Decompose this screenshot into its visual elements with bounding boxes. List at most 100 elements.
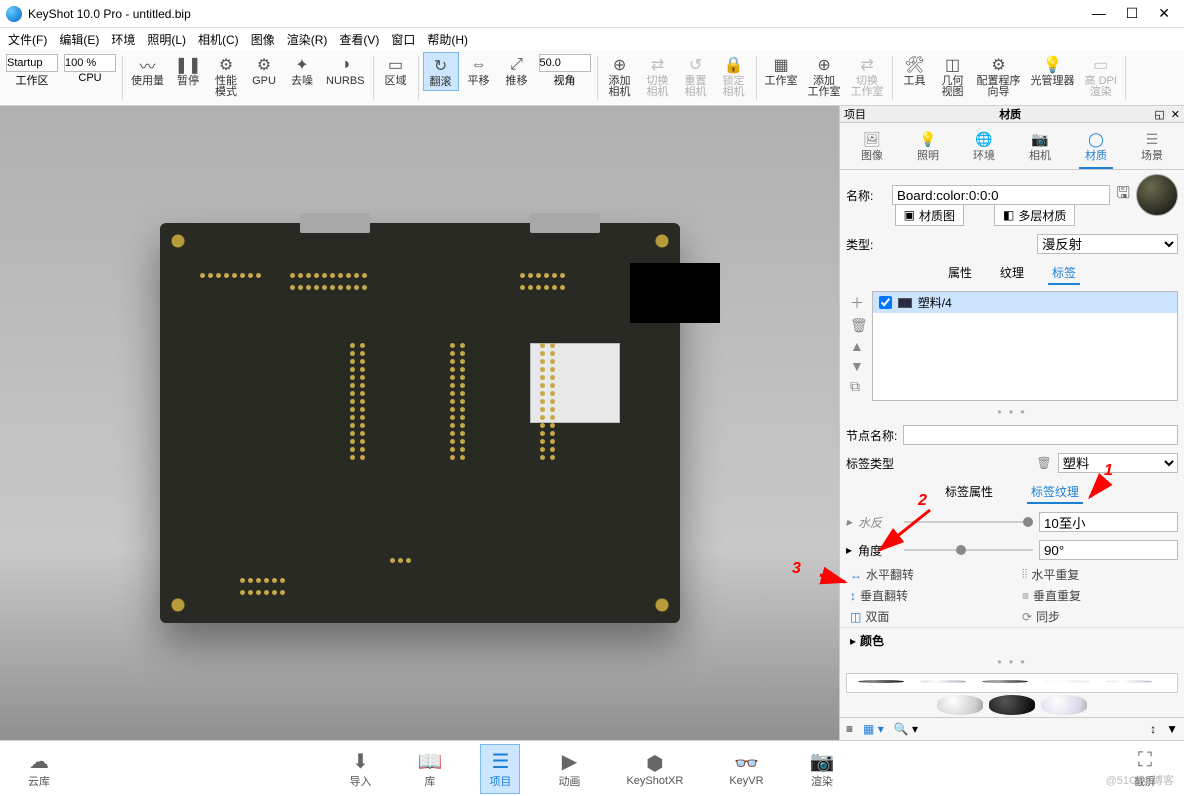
subtab-纹理[interactable]: 纹理	[996, 262, 1028, 285]
toolbar-切换工作室: ⇄切换 工作室	[847, 52, 888, 100]
grid-view-icon[interactable]: ▦ ▾	[863, 722, 884, 736]
angle-value-input[interactable]	[1039, 540, 1178, 560]
panel-tab-project[interactable]: 项目	[844, 106, 866, 122]
panel-tab-场景[interactable]: ☰场景	[1135, 129, 1169, 169]
menu-item[interactable]: 编辑(E)	[55, 29, 103, 50]
close-button[interactable]: ✕	[1158, 5, 1170, 22]
option-水平翻转[interactable]: ↔水平翻转	[850, 566, 1002, 583]
subtab2-标签属性[interactable]: 标签属性	[941, 481, 997, 504]
list-view-icon[interactable]: ≡	[846, 722, 853, 736]
duplicate-icon[interactable]: ⧉	[850, 378, 868, 395]
material-thumb[interactable]: User_Li...	[1101, 680, 1157, 686]
resize-dots[interactable]: • • •	[840, 403, 1184, 421]
menu-item[interactable]: 帮助(H)	[423, 29, 472, 50]
panel-close-icon[interactable]: ✕	[1171, 108, 1180, 121]
menu-item[interactable]: 环境	[107, 29, 139, 50]
maximize-button[interactable]: ☐	[1126, 5, 1139, 22]
bottom-项目[interactable]: ☰项目	[480, 744, 520, 794]
option-水平重复[interactable]: ⦙⦙水平重复	[1022, 566, 1174, 583]
multilayer-button[interactable]: ◧多层材质	[994, 204, 1075, 226]
toolbar-推移[interactable]: ⤢推移	[499, 52, 535, 89]
bottom-渲染[interactable]: 📷渲染	[802, 745, 843, 793]
toolbar-平移[interactable]: ⇔平移	[461, 52, 497, 89]
subtab-属性[interactable]: 属性	[944, 262, 976, 285]
viewport-3d[interactable]	[0, 106, 839, 740]
panel-undock-icon[interactable]: ◱	[1154, 108, 1164, 121]
add-label-icon[interactable]: ＋	[850, 293, 868, 313]
menu-item[interactable]: 文件(F)	[4, 29, 51, 50]
material-thumb[interactable]: User_Li...	[1039, 680, 1095, 686]
toolbar-翻滚[interactable]: ↻翻滚	[423, 52, 459, 91]
label-list[interactable]: 塑料/4	[872, 291, 1178, 401]
subtab-标签[interactable]: 标签	[1048, 262, 1080, 285]
slider-value-input[interactable]	[1039, 512, 1178, 532]
toolbar-区域[interactable]: ▭区域	[378, 52, 414, 89]
toolbar-添加工作室[interactable]: ⊕添加 工作室	[804, 52, 845, 100]
toolbar-光管理器[interactable]: 💡光管理器	[1027, 52, 1079, 89]
toolbar-combo[interactable]	[64, 54, 116, 72]
material-graph-button[interactable]: ▣材质图	[895, 204, 964, 226]
menu-item[interactable]: 渲染(R)	[283, 29, 332, 50]
label-type-select[interactable]: 塑料	[1058, 453, 1178, 473]
panel-tab-材质[interactable]: ◯材质	[1079, 129, 1113, 169]
option-双面[interactable]: ◫双面	[850, 608, 1002, 625]
toolbar-工作室[interactable]: ▦工作室	[761, 52, 802, 89]
material-library: User_Li... User_Li... User_Li... User_Li...…	[846, 673, 1178, 693]
option-垂直翻转[interactable]: ↕垂直翻转	[850, 587, 1002, 604]
annotation-1: 1	[1104, 462, 1113, 480]
bottom-云库[interactable]: ☁云库	[20, 745, 58, 793]
angle-label: 角度	[858, 542, 898, 559]
toolbar-NURBS[interactable]: ◑NURBS	[322, 52, 369, 89]
material-thumb[interactable]: User_Li...	[977, 680, 1033, 686]
move-up-icon[interactable]: ▲	[850, 338, 868, 354]
material-thumb[interactable]: User_Li...	[853, 680, 909, 686]
menu-item[interactable]: 相机(C)	[194, 29, 243, 50]
delete-label-icon[interactable]: 🗑	[850, 317, 868, 334]
panel-tab-照明[interactable]: 💡照明	[911, 129, 945, 169]
bottom-库[interactable]: 📖库	[410, 745, 451, 793]
material-thumb[interactable]: User_Li...	[915, 680, 971, 686]
resize-dots-2[interactable]: • • •	[840, 653, 1184, 671]
node-name-input[interactable]	[903, 425, 1178, 445]
toolbar-GPU[interactable]: ⚙GPU	[246, 52, 282, 89]
panel-tab-相机[interactable]: 📷相机	[1023, 129, 1057, 169]
toolbar-去噪[interactable]: ✦去噪	[284, 52, 320, 89]
slider-label: 水反	[858, 514, 898, 531]
panel-tab-图像[interactable]: 🖼图像	[855, 129, 889, 169]
toolbar-combo[interactable]	[6, 54, 58, 72]
subtab2-标签纹理[interactable]: 标签纹理	[1027, 481, 1083, 504]
toolbar-添加相机[interactable]: ⊕添加 相机	[602, 52, 638, 100]
panel-tab-环境[interactable]: 🌐环境	[967, 129, 1001, 169]
menu-item[interactable]: 窗口	[387, 29, 419, 50]
toolbar-使用量[interactable]: 〰使用量	[127, 52, 168, 89]
bottom-导入[interactable]: ⬇导入	[342, 745, 380, 793]
minimize-button[interactable]: —	[1092, 5, 1106, 22]
toolbar-combo[interactable]	[539, 54, 591, 72]
color-section-label[interactable]: 颜色	[860, 632, 884, 649]
menu-item[interactable]: 查看(V)	[335, 29, 383, 50]
option-垂直重复[interactable]: ≡垂直重复	[1022, 587, 1174, 604]
toolbar-性能模式[interactable]: ⚙性能 模式	[208, 52, 244, 100]
menu-bar: 文件(F)编辑(E)环境照明(L)相机(C)图像渲染(R)查看(V)窗口帮助(H…	[0, 28, 1184, 50]
option-同步[interactable]: ⟳同步	[1022, 608, 1174, 625]
move-down-icon[interactable]: ▼	[850, 358, 868, 374]
toolbar-高 DPI渲染: ▭高 DPI 渲染	[1081, 52, 1121, 100]
menu-item[interactable]: 图像	[247, 29, 279, 50]
toolbar-几何视图[interactable]: ◫几何 视图	[935, 52, 971, 100]
label-visible-checkbox[interactable]	[879, 296, 892, 309]
bottom-KeyVR[interactable]: 👓KeyVR	[721, 747, 771, 791]
search-icon[interactable]: 🔍 ▾	[894, 722, 918, 736]
window-title: KeyShot 10.0 Pro - untitled.bip	[28, 7, 1092, 21]
sort-icon[interactable]: ↕	[1150, 722, 1156, 736]
properties-panel: 项目 材质 ◱✕ 🖼图像💡照明🌐环境📷相机◯材质☰场景 名称: 🖫 ▣材质图 ◧…	[839, 106, 1184, 740]
material-type-select[interactable]: 漫反射	[1037, 234, 1178, 254]
filter-icon[interactable]: ▼	[1166, 722, 1178, 736]
toolbar-工具[interactable]: 🛠工具	[897, 52, 933, 89]
bottom-KeyShotXR[interactable]: ⬢KeyShotXR	[618, 747, 691, 791]
label-list-item[interactable]: 塑料/4	[873, 292, 1177, 313]
bottom-动画[interactable]: ▶动画	[550, 745, 588, 793]
toolbar-暂停[interactable]: ❚❚暂停	[170, 52, 206, 89]
delete-type-icon[interactable]: 🗑	[1036, 456, 1051, 470]
menu-item[interactable]: 照明(L)	[143, 29, 190, 50]
toolbar-配置程序向导[interactable]: ⚙配置程序 向导	[973, 52, 1025, 100]
